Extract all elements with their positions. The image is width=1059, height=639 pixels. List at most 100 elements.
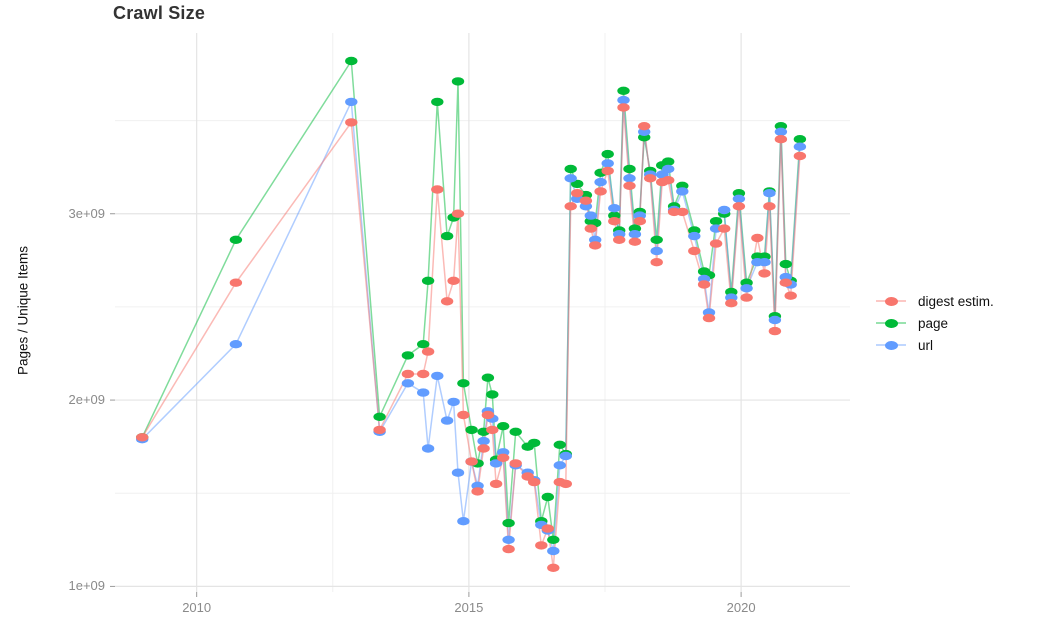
point-digest (676, 207, 689, 217)
point-page (345, 56, 358, 66)
point-digest (486, 425, 499, 435)
point-page (553, 440, 566, 449)
point-digest (623, 181, 636, 190)
point-page (662, 157, 675, 166)
point-url (617, 95, 630, 105)
point-page (502, 518, 515, 528)
point-url (594, 177, 607, 187)
point-url (732, 194, 746, 203)
legend-key-digest-icon (876, 294, 906, 308)
point-digest (564, 202, 577, 211)
legend: digest estim. page url (876, 290, 994, 356)
point-page (440, 231, 454, 241)
legend-key-url-icon (876, 338, 906, 352)
gridlines-major (115, 33, 850, 592)
point-url (793, 142, 807, 151)
point-url (559, 451, 572, 461)
point-url (564, 174, 577, 183)
point-digest (763, 202, 776, 211)
point-page (623, 164, 636, 174)
point-url (489, 459, 503, 468)
point-digest (136, 433, 149, 442)
point-page (486, 390, 499, 399)
point-digest (421, 347, 435, 356)
point-digest (229, 278, 243, 287)
point-digest (373, 425, 386, 435)
point-digest (650, 258, 663, 267)
point-digest (502, 544, 515, 554)
point-digest (644, 174, 657, 183)
legend-label-url: url (918, 337, 934, 353)
point-digest (465, 457, 478, 466)
point-digest (638, 122, 651, 131)
point-digest (401, 369, 415, 379)
point-url (451, 468, 465, 477)
point-url (584, 211, 597, 220)
legend-item-digest: digest estim. (876, 290, 994, 312)
point-page (373, 412, 386, 421)
y-axis-title: Pages / Unique Items (15, 245, 31, 376)
point-digest (702, 313, 716, 323)
x-tick-label: 2010 (182, 600, 212, 615)
point-url (628, 230, 642, 239)
point-url (502, 535, 515, 544)
line-url (141, 99, 801, 552)
point-url (758, 258, 771, 267)
point-digest (584, 224, 597, 233)
legend-item-url: url (876, 334, 994, 356)
point-page (421, 276, 435, 285)
point-url (768, 315, 782, 325)
point-digest (613, 235, 626, 244)
point-page (229, 235, 243, 244)
page-title: Crawl Size (113, 3, 206, 23)
point-digest (509, 459, 522, 468)
point-digest (628, 237, 642, 246)
gridlines-minor (115, 33, 850, 592)
point-page (417, 340, 430, 349)
point-page (541, 492, 554, 502)
series-lines (141, 58, 801, 568)
point-digest (608, 217, 621, 226)
point-page (547, 535, 560, 544)
line-digest (141, 107, 801, 568)
point-url (650, 246, 663, 256)
point-digest (431, 185, 444, 194)
point-digest (601, 166, 614, 176)
point-url (623, 174, 636, 183)
point-page (497, 422, 510, 431)
point-url (421, 444, 435, 453)
point-page (617, 86, 630, 96)
point-digest (440, 297, 454, 306)
point-url (345, 97, 358, 107)
point-digest (633, 217, 646, 226)
point-digest (579, 196, 593, 205)
series-points (136, 56, 807, 572)
point-page (793, 135, 807, 144)
point-digest (594, 187, 607, 196)
point-digest (688, 246, 701, 256)
point-page (601, 149, 614, 159)
point-digest (345, 118, 358, 127)
legend-label-digest: digest estim. (918, 293, 994, 309)
point-digest (528, 477, 541, 487)
point-url (718, 205, 731, 215)
point-digest (758, 269, 771, 278)
point-digest (768, 326, 782, 336)
point-page (451, 77, 465, 86)
y-tick-label: 3e+09 (68, 205, 105, 221)
point-url (740, 284, 753, 293)
point-digest (417, 369, 430, 379)
point-digest (732, 202, 746, 211)
point-page (431, 97, 444, 107)
point-url (763, 189, 776, 198)
point-digest (589, 241, 602, 250)
point-digest (793, 151, 807, 161)
point-page (509, 427, 522, 436)
point-url (688, 231, 701, 241)
point-url (229, 340, 243, 349)
point-url (553, 461, 566, 470)
point-page (564, 164, 577, 174)
point-digest (497, 453, 510, 462)
point-page (401, 351, 415, 360)
